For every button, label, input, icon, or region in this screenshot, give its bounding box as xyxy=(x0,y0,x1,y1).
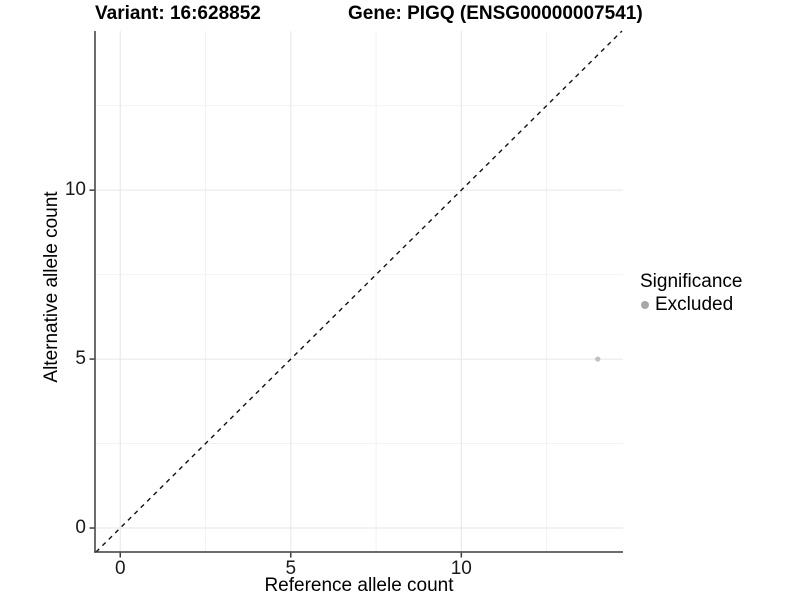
x-tick-label: 0 xyxy=(114,558,126,579)
plot-title-gene: Gene: PIGQ (ENSG00000007541) xyxy=(348,3,643,24)
identity-reference-line xyxy=(95,30,623,553)
legend: Significance Excluded xyxy=(640,271,742,316)
x-axis-title: Reference allele count xyxy=(264,575,454,596)
y-tick-label: 0 xyxy=(75,517,86,538)
plot-title-variant: Variant: 16:628852 xyxy=(95,3,261,24)
legend-item-excluded: Excluded xyxy=(640,294,742,316)
legend-item-label: Excluded xyxy=(655,294,734,315)
y-tick-label: 10 xyxy=(64,179,86,201)
legend-title: Significance xyxy=(640,271,743,292)
x-tick-label: 5 xyxy=(285,558,297,579)
y-tick-label: 5 xyxy=(75,348,86,370)
x-tick-label: 10 xyxy=(450,558,472,579)
y-axis-title: Alternative allele count xyxy=(41,191,62,383)
point-swatch-icon xyxy=(641,301,649,309)
data-point xyxy=(595,356,601,362)
